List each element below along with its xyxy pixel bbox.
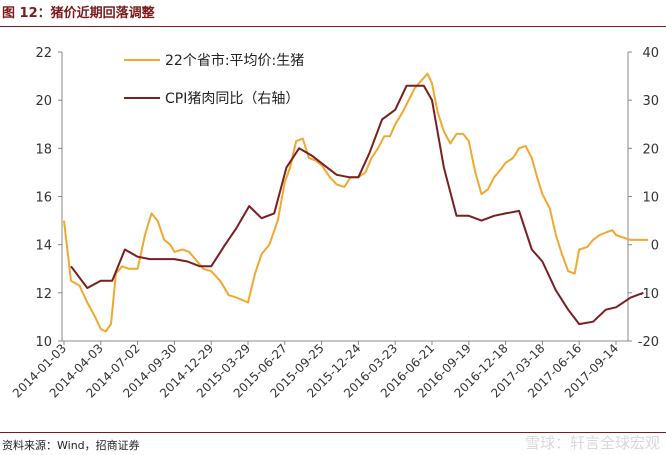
right-tick-label: 0 bbox=[651, 239, 659, 254]
left-y-axis-ticks: 10 12 14 16 18 20 22 bbox=[35, 46, 62, 350]
left-tick-label: 16 bbox=[35, 191, 52, 206]
right-y-axis-ticks: -20 -10 0 10 20 30 40 bbox=[628, 46, 659, 350]
series-lines bbox=[63, 72, 648, 333]
right-tick-label: 40 bbox=[642, 46, 659, 61]
watermark: 雪球：轩言全球宏观 bbox=[524, 434, 660, 452]
right-tick-label: -20 bbox=[638, 335, 659, 350]
series-line-cpi-pork bbox=[70, 84, 644, 326]
left-tick-label: 20 bbox=[35, 94, 52, 109]
legend-label-hog-price: 22个省市:平均价:生猪 bbox=[165, 52, 304, 69]
footer-rule bbox=[0, 432, 666, 433]
right-tick-label: 10 bbox=[642, 191, 659, 206]
series-line-hog-price bbox=[63, 72, 648, 333]
figure-title: 图 12：猪价近期回落调整 bbox=[2, 6, 155, 21]
right-tick-label: 20 bbox=[642, 142, 659, 157]
left-tick-label: 10 bbox=[35, 335, 52, 350]
source-note: 资料来源：Wind，招商证券 bbox=[2, 439, 140, 452]
right-tick-label: 30 bbox=[642, 94, 659, 109]
left-tick-label: 22 bbox=[35, 46, 52, 61]
x-axis-ticks: 2014-01-032014-04-032014-07-022014-09-30… bbox=[10, 341, 621, 400]
right-tick-label: -10 bbox=[638, 287, 659, 302]
left-tick-label: 14 bbox=[35, 239, 52, 254]
title-rule bbox=[0, 26, 666, 27]
line-chart: 10 12 14 16 18 20 22 -20 -10 0 10 20 30 40 2014-01-0… bbox=[10, 46, 659, 400]
chart-legend: 22个省市:平均价:生猪 CPI猪肉同比（右轴） bbox=[124, 52, 304, 107]
left-tick-label: 18 bbox=[35, 142, 52, 157]
left-tick-label: 12 bbox=[35, 287, 52, 302]
legend-label-cpi-pork: CPI猪肉同比（右轴） bbox=[165, 91, 299, 107]
